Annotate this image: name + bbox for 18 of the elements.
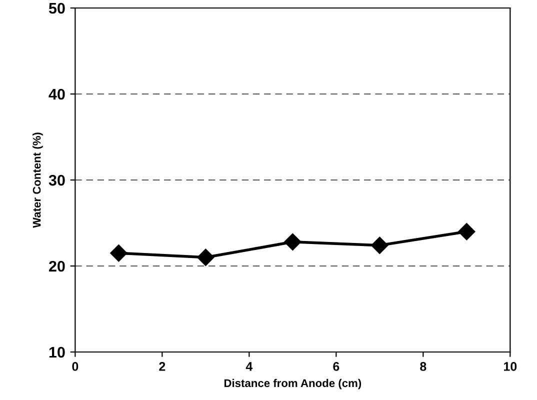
x-tick-label: 0	[72, 362, 78, 371]
point	[197, 248, 214, 266]
point	[371, 236, 388, 254]
x-tick-label: 4	[246, 362, 253, 371]
point	[110, 244, 128, 262]
y-tick-label: 50	[48, 2, 65, 14]
point	[284, 233, 302, 250]
y-axis-title: Water Content (%)	[32, 132, 43, 228]
y-tick-label: 10	[49, 346, 65, 358]
y-tick-label: 30	[48, 174, 65, 186]
x-tick-label: 10	[504, 362, 517, 371]
y-tick-label: 20	[48, 260, 65, 272]
point	[458, 223, 476, 240]
x-axis-title: Distance from Anode (cm)	[224, 378, 362, 390]
x-tick-label: 6	[333, 362, 340, 371]
x-tick-label: 2	[159, 362, 166, 371]
y-tick-label: 40	[48, 88, 65, 100]
x-tick-label: 8	[420, 362, 426, 371]
